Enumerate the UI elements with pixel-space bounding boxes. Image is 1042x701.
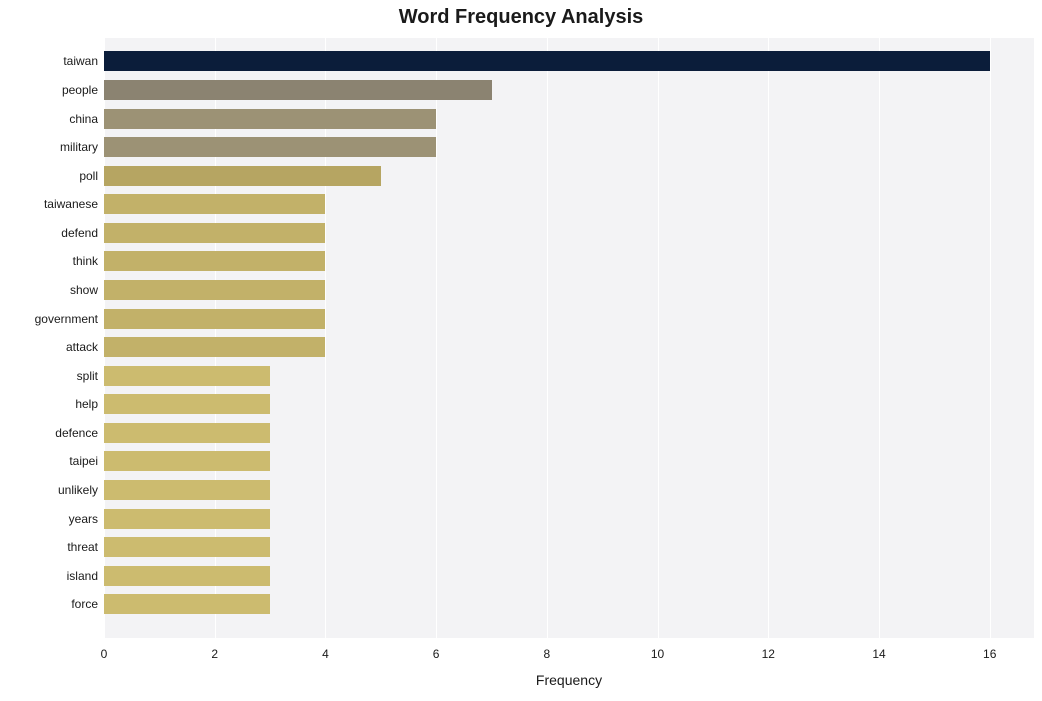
y-axis-label: attack <box>66 341 98 353</box>
y-axis-label: taiwan <box>63 55 98 67</box>
bar <box>104 594 270 614</box>
y-axis-label: defence <box>55 427 98 439</box>
bar <box>104 509 270 529</box>
bars-container <box>104 38 1034 638</box>
bar <box>104 80 492 100</box>
bar <box>104 137 436 157</box>
bar <box>104 251 325 271</box>
y-axis-label: china <box>69 113 98 125</box>
x-axis-tick-label: 8 <box>544 648 551 660</box>
y-axis-label: threat <box>67 541 98 553</box>
bar <box>104 423 270 443</box>
y-axis-label: think <box>73 255 98 267</box>
x-axis-tick-label: 16 <box>983 648 996 660</box>
bar <box>104 309 325 329</box>
y-axis-label: show <box>70 284 98 296</box>
x-axis-title: Frequency <box>104 672 1034 688</box>
x-axis-tick-label: 2 <box>211 648 218 660</box>
plot-area <box>104 38 1034 638</box>
x-axis-tick-label: 0 <box>101 648 108 660</box>
x-axis-tick-label: 14 <box>872 648 885 660</box>
bar <box>104 280 325 300</box>
bar <box>104 337 325 357</box>
y-axis-label: defend <box>61 227 98 239</box>
y-axis-label: force <box>71 598 98 610</box>
bar <box>104 366 270 386</box>
y-axis-label: military <box>60 141 98 153</box>
bar <box>104 480 270 500</box>
bar <box>104 394 270 414</box>
y-axis-label: taipei <box>69 455 98 467</box>
x-axis-tick-label: 12 <box>762 648 775 660</box>
y-axis-label: taiwanese <box>44 198 98 210</box>
y-axis-label: split <box>77 370 98 382</box>
y-axis-label: island <box>67 570 98 582</box>
y-axis-label: people <box>62 84 98 96</box>
bar <box>104 194 325 214</box>
bar <box>104 166 381 186</box>
y-axis-label: unlikely <box>58 484 98 496</box>
x-axis-tick-label: 4 <box>322 648 329 660</box>
bar <box>104 109 436 129</box>
bar <box>104 223 325 243</box>
x-axis-tick-label: 10 <box>651 648 664 660</box>
bar <box>104 566 270 586</box>
bar <box>104 451 270 471</box>
y-axis-label: government <box>35 313 98 325</box>
y-axis-label: poll <box>79 170 98 182</box>
bar <box>104 537 270 557</box>
x-axis-tick-label: 6 <box>433 648 440 660</box>
chart-title: Word Frequency Analysis <box>0 6 1042 29</box>
word-frequency-chart: Word Frequency Analysis taiwan people chin… <box>0 0 1042 701</box>
y-axis-label: help <box>75 398 98 410</box>
bar <box>104 51 990 71</box>
y-axis-label: years <box>69 513 98 525</box>
